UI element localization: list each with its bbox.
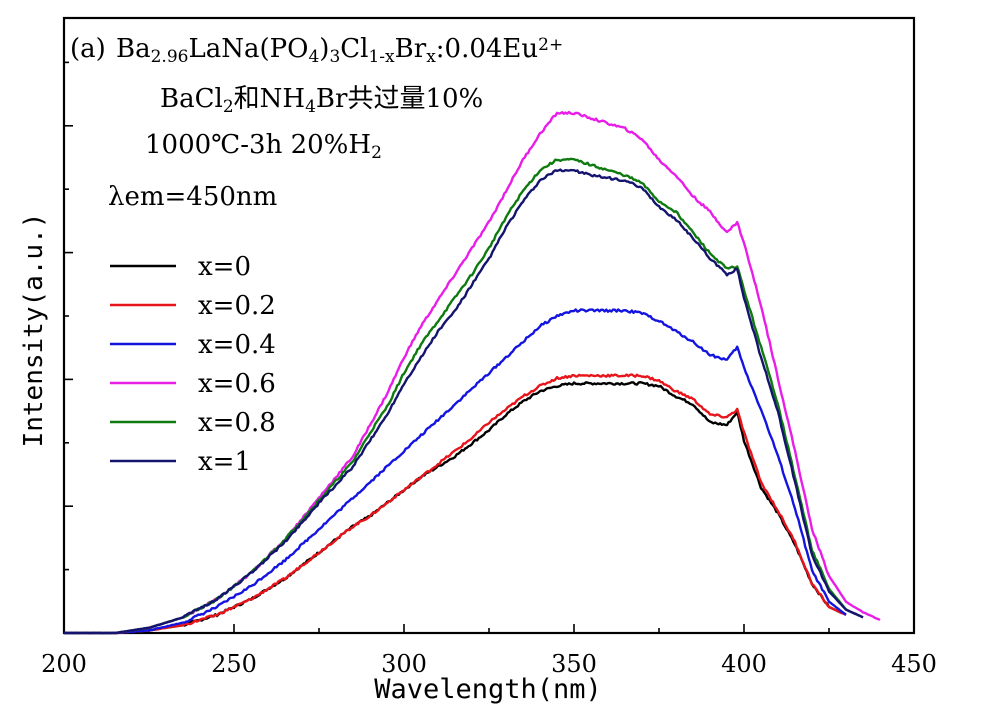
series-line: [64, 381, 847, 635]
x-tick-label: 250: [211, 650, 257, 678]
x-tick-label: 450: [891, 650, 937, 678]
x-tick-label: 350: [551, 650, 597, 678]
x-axis-label: Wavelength(nm): [374, 674, 602, 705]
legend: x=0 x=0.2 x=0.4 x=0.6 x=0.8 x=1: [110, 252, 276, 477]
legend-label: x=0.2: [198, 291, 276, 321]
emission-text: λem=450nm: [108, 182, 277, 212]
annotation-block: (a) Ba2.96LaNa(PO4)3Cl1-xBrx:0.04Eu2+ Ba…: [70, 34, 563, 212]
series-layer: [63, 110, 881, 635]
legend-label: x=0.8: [198, 408, 276, 438]
ticks-group: [63, 61, 915, 633]
x-tick-label: 200: [41, 650, 87, 678]
series-line: [63, 168, 864, 635]
x-tick-label: 300: [381, 650, 427, 678]
formula-text: Ba2.96LaNa(PO4)3Cl1-xBrx:0.04Eu2+: [116, 34, 563, 67]
flux-text: BaCl2和NH4Br共过量10%: [160, 84, 483, 117]
y-axis-label: Intensity(a.u.): [19, 213, 49, 448]
condition-text: 1000℃-3h 20%H2: [145, 130, 382, 163]
series-line: [63, 308, 847, 635]
series-line: [63, 373, 847, 635]
x-tick-labels: 200 250 300 350 400 450: [41, 650, 937, 678]
legend-label: x=0.4: [198, 330, 276, 360]
legend-label: x=1: [198, 447, 251, 477]
legend-label: x=0: [198, 252, 251, 282]
x-tick-label: 400: [721, 650, 767, 678]
legend-label: x=0.6: [198, 369, 276, 399]
panel-label: (a): [70, 34, 106, 64]
